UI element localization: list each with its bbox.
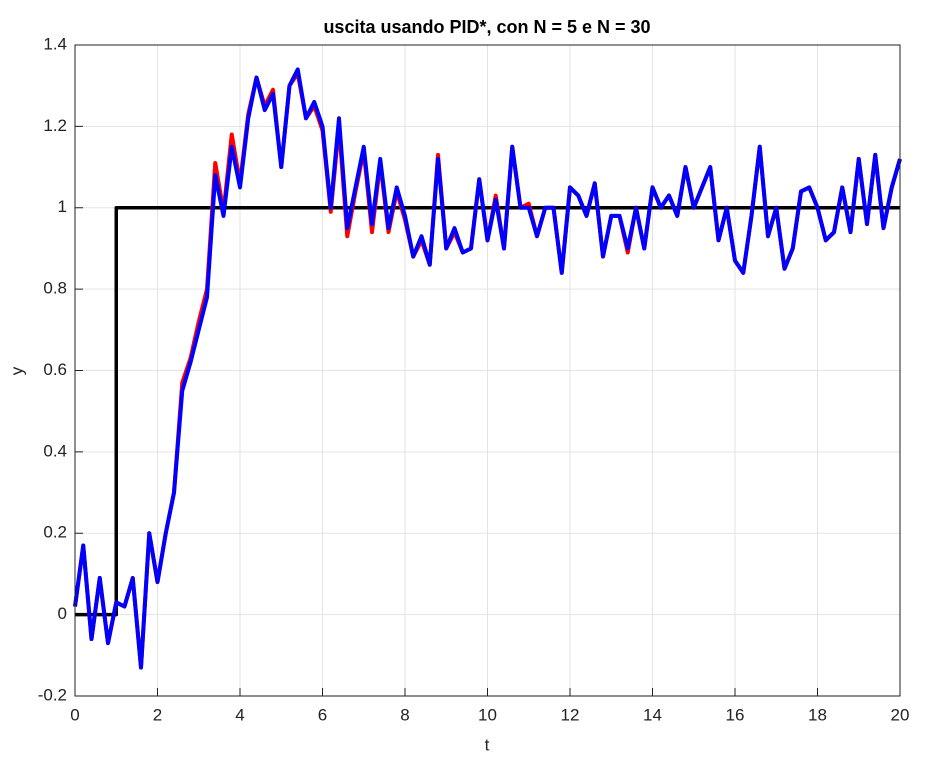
line-series — [73, 67, 902, 670]
y-tick-label: 0.2 — [43, 523, 67, 542]
x-axis-label: t — [485, 735, 490, 754]
y-tick-label: 0.8 — [43, 279, 67, 298]
y-tick-label: 0 — [58, 604, 67, 623]
y-tick-label: 0.4 — [43, 441, 67, 460]
x-tick-label: 14 — [643, 705, 662, 724]
y-tick-label: 1.2 — [43, 116, 67, 135]
x-tick-label: 6 — [318, 705, 327, 724]
x-tick-label: 16 — [726, 705, 745, 724]
plot-frame — [74, 44, 901, 697]
x-tick-label: 18 — [808, 705, 827, 724]
x-tick-label: 12 — [561, 705, 580, 724]
x-tick-label: 8 — [400, 705, 409, 724]
x-tick-label: 10 — [478, 705, 497, 724]
y-tick-label: -0.2 — [38, 685, 67, 704]
y-tick-label: 0.6 — [43, 360, 67, 379]
y-tick-label: 1.4 — [43, 34, 67, 53]
x-tick-label: 20 — [891, 705, 910, 724]
y-tick-label: 1 — [58, 197, 67, 216]
x-tick-label: 2 — [153, 705, 162, 724]
y-axis-label: y — [7, 366, 26, 375]
chart-title: uscita usando PID*, con N = 5 e N = 30 — [323, 17, 650, 37]
x-tick-label: 4 — [235, 705, 244, 724]
x-tick-label: 0 — [70, 705, 79, 724]
